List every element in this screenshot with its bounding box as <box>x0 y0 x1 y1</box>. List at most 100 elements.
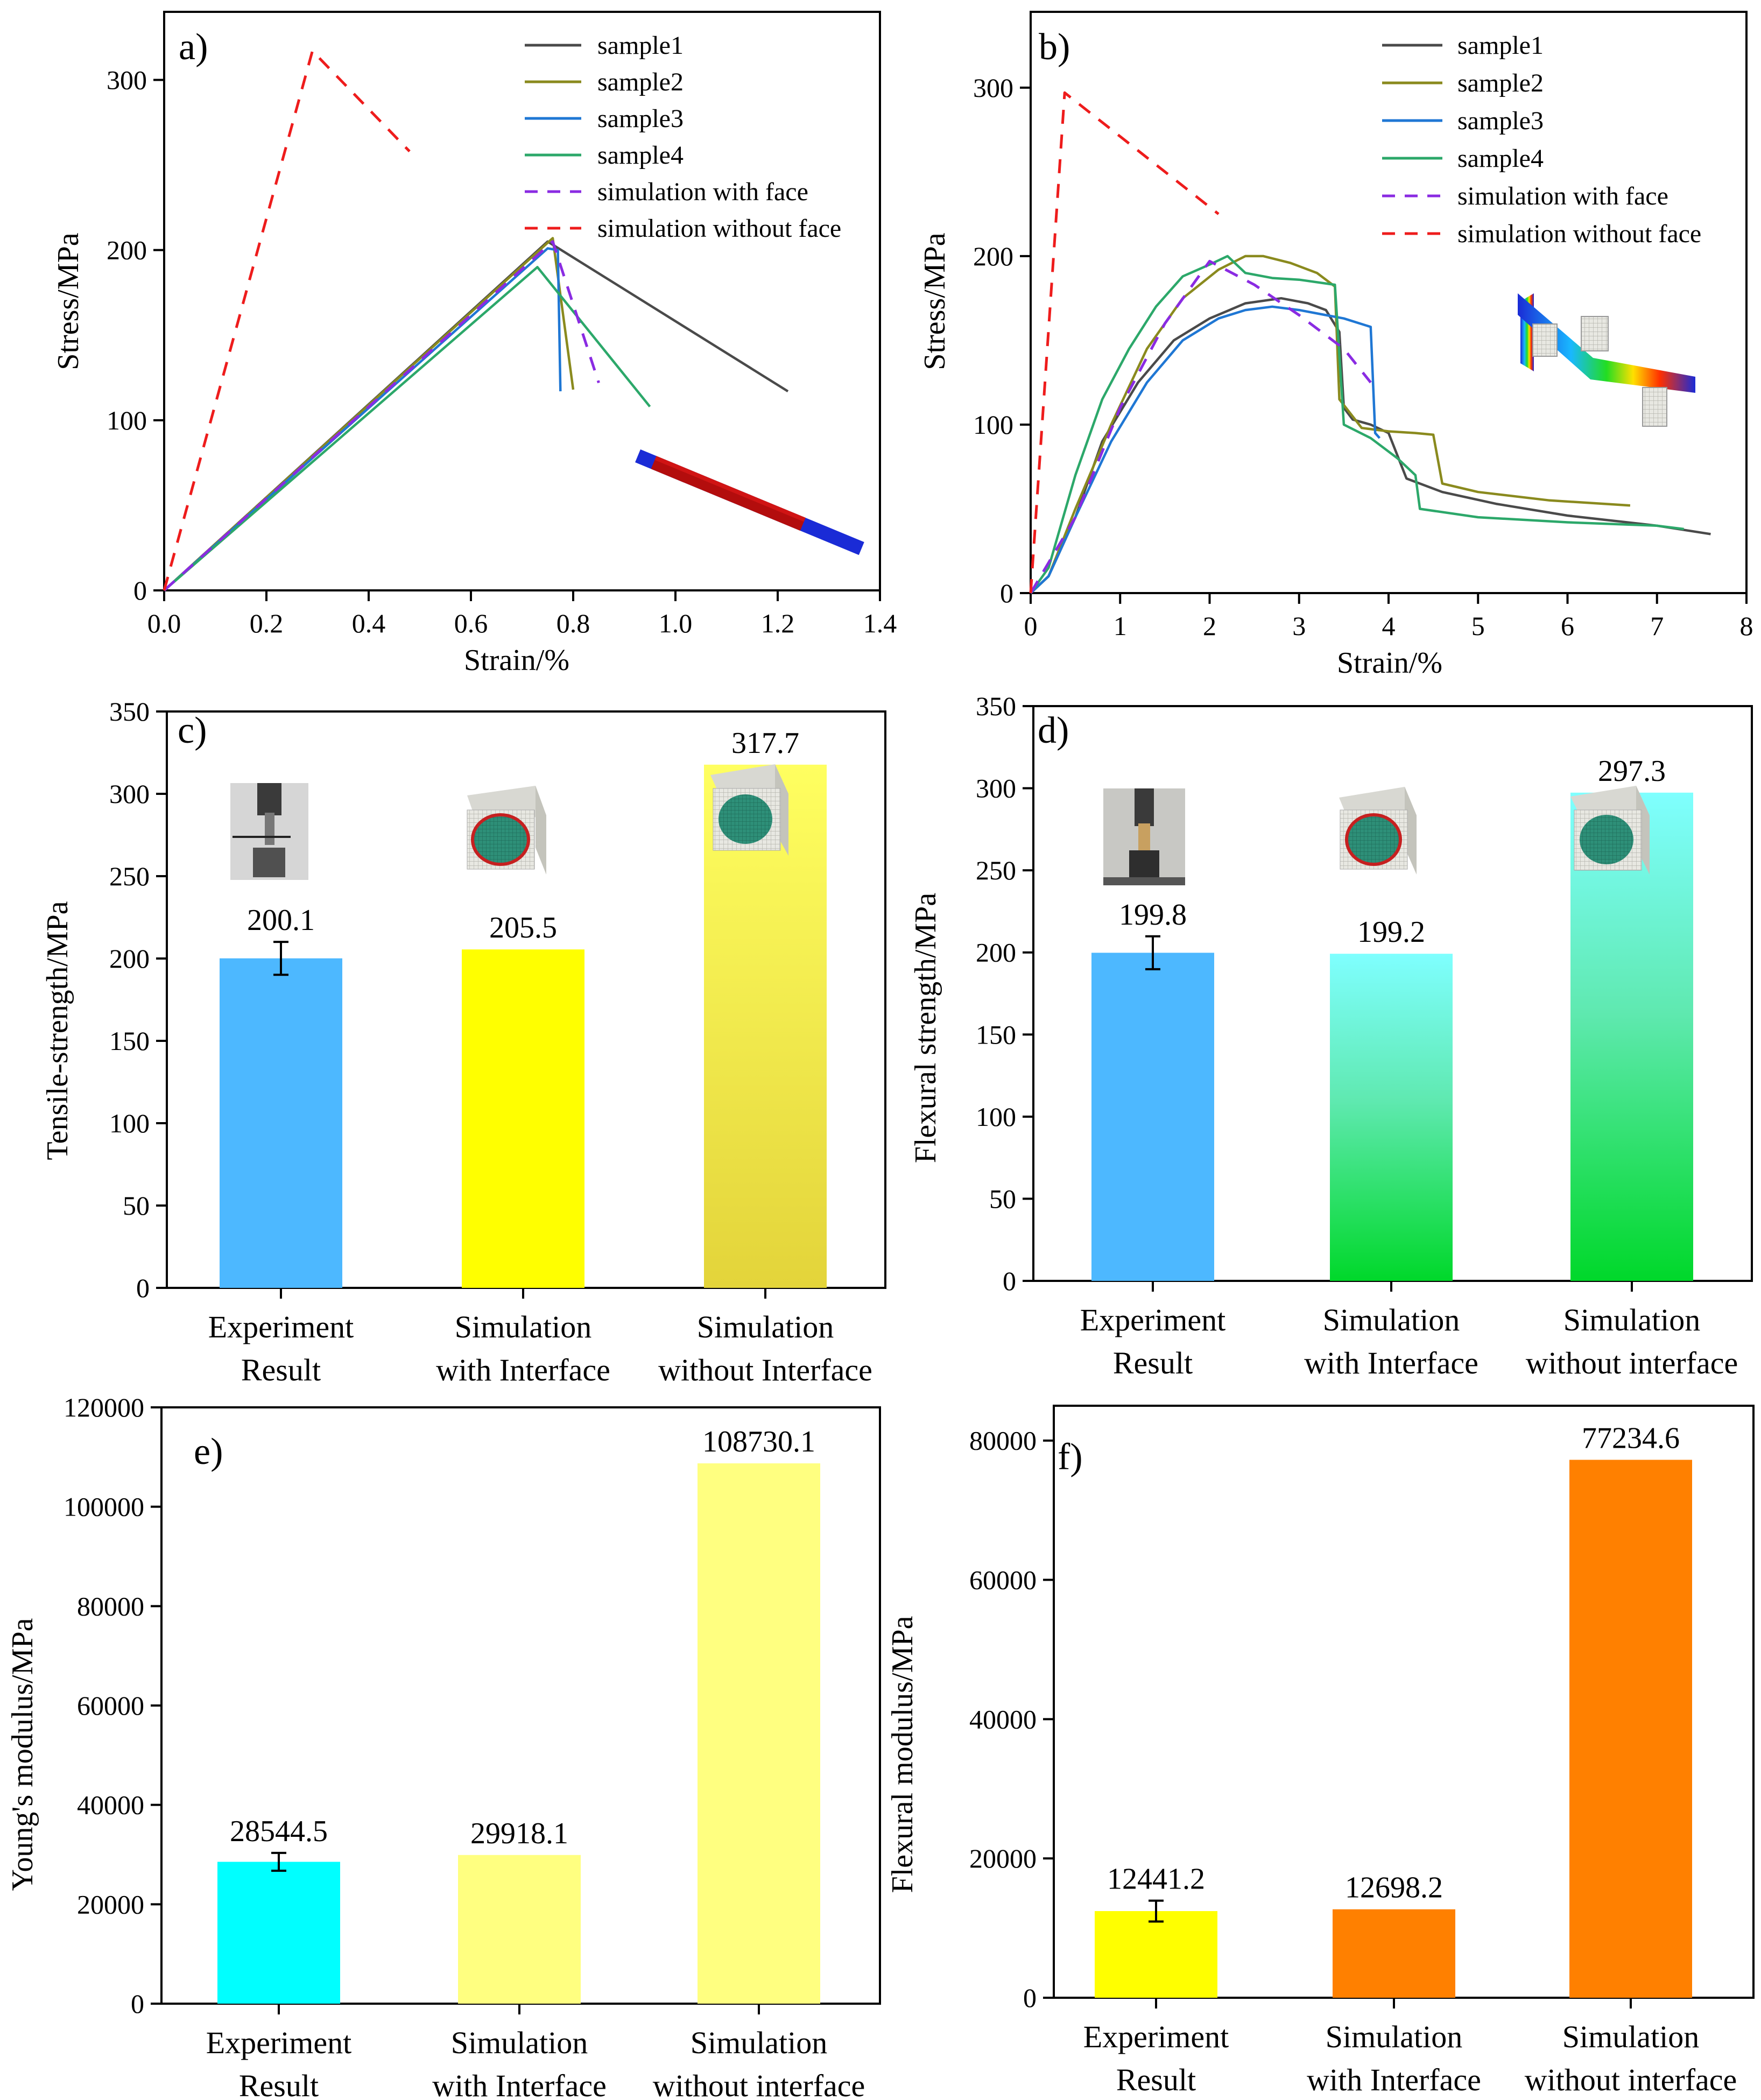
y-tick-label: 0 <box>1023 1983 1037 2013</box>
panel-a-series <box>163 50 789 591</box>
y-tick-label: 60000 <box>969 1565 1037 1595</box>
panel-d-bars: 199.8 199.2 297.3 <box>1091 755 1693 1281</box>
category-label: without Interface <box>658 1352 872 1387</box>
bar <box>1333 1909 1455 1998</box>
bar <box>698 1463 820 2004</box>
panel-d-tag: d) <box>1038 710 1069 751</box>
series-line-simulation-without-face <box>1029 91 1220 594</box>
panel-a-y-label: Stress/MPa <box>52 232 85 370</box>
x-tick-label: 0.6 <box>454 608 488 638</box>
panel-b-x-label: Strain/% <box>1337 646 1442 680</box>
y-tick-label: 300 <box>973 73 1013 103</box>
legend-label: sample4 <box>597 141 684 170</box>
panel-c-bars: 200.1 205.5 317.7 <box>220 727 827 1288</box>
tensile-test-photo <box>230 783 308 880</box>
series-line-sample3 <box>1030 305 1381 594</box>
panel-e-youngs-modulus: 0 20000 40000 60000 80000 100000 120000 28544.… <box>6 1392 881 2100</box>
y-tick-label: 250 <box>976 855 1016 885</box>
y-tick-label: 120000 <box>64 1392 144 1422</box>
legend-label: sample3 <box>1457 107 1544 135</box>
y-tick-label: 200 <box>107 235 147 265</box>
legend-label: sample3 <box>597 104 684 133</box>
y-tick-label: 100 <box>109 1108 150 1138</box>
panel-f-flexural-modulus: 0 20000 40000 60000 80000 12441.2 12698.2 7723… <box>886 1405 1755 2097</box>
y-tick-label: 0 <box>1000 578 1013 608</box>
x-tick-label: 0.4 <box>352 608 386 638</box>
panel-a-x-label: Strain/% <box>464 644 569 677</box>
panel-a-tag: a) <box>179 26 208 68</box>
legend-label: simulation without face <box>1457 220 1701 248</box>
bar <box>217 1862 340 2004</box>
y-tick-label: 200 <box>976 938 1016 968</box>
y-tick-label: 300 <box>976 773 1016 804</box>
panel-e-categories: Experiment Result Simulation with Interface… <box>206 2004 865 2100</box>
series-line-sample4 <box>1030 255 1684 594</box>
x-tick-label: 2 <box>1203 611 1216 641</box>
y-tick-label: 0 <box>1003 1266 1016 1296</box>
x-tick-label: 0.2 <box>250 608 284 638</box>
legend-label: simulation with face <box>1457 182 1668 210</box>
legend-label: simulation without face <box>597 214 841 243</box>
bar-value-label: 317.7 <box>731 727 799 760</box>
panel-c-y-ticks: 0 50 100 150 200 250 300 350 <box>109 696 167 1303</box>
panel-b-y-label: Stress/MPa <box>918 232 952 370</box>
panel-d-flexural-strength: 0 50 100 150 200 250 300 350 199.8 199.2 297.3 Ex… <box>909 691 1753 1380</box>
category-label: Result <box>241 1352 321 1387</box>
panel-b-y-ticks: 0 100 200 300 <box>973 73 1031 608</box>
series-line-simulation-with-face <box>163 240 600 591</box>
plot-frame <box>1030 11 1748 594</box>
x-tick-label: 1.2 <box>761 608 795 638</box>
y-tick-label: 0 <box>136 1273 150 1303</box>
x-tick-label: 5 <box>1471 611 1485 641</box>
panel-a-legend: sample1 sample2 sample3 sample4 simulation w… <box>525 31 841 243</box>
panel-a-y-ticks: 0 100 200 300 <box>107 65 164 605</box>
y-tick-label: 0 <box>133 575 147 605</box>
category-label: Simulation <box>451 2025 588 2060</box>
x-tick-label: 3 <box>1292 611 1306 641</box>
panel-d-y-ticks: 0 50 100 150 200 250 300 350 <box>976 691 1033 1296</box>
panel-b-series <box>1029 91 1711 594</box>
y-tick-label: 100000 <box>64 1492 144 1522</box>
cube-model-without-interface-d <box>1570 786 1650 875</box>
panel-e-y-label: Young's modulus/MPa <box>6 1618 39 1891</box>
bar-value-label: 12441.2 <box>1107 1863 1205 1896</box>
category-label: Experiment <box>206 2025 352 2060</box>
panel-f-tag: f) <box>1058 1436 1083 1478</box>
category-label: without interface <box>1525 2062 1737 2097</box>
panel-f-y-ticks: 0 20000 40000 60000 80000 <box>969 1426 1054 2013</box>
x-tick-label: 0.0 <box>147 608 181 638</box>
y-tick-label: 300 <box>107 65 147 95</box>
flexural-test-photo <box>1103 788 1185 885</box>
x-tick-label: 1.0 <box>659 608 693 638</box>
bar <box>1330 954 1453 1281</box>
panel-a-tensile-curves: 0.0 0.2 0.4 0.6 0.8 1.0 1.2 1.4 0 100 200 300 samp… <box>52 11 897 677</box>
plot-frame <box>163 11 881 591</box>
y-tick-label: 50 <box>989 1183 1016 1214</box>
tensile-specimen-image <box>635 449 864 555</box>
category-label: Simulation <box>1323 1302 1460 1337</box>
category-label: without interface <box>1526 1345 1738 1380</box>
legend-label: sample2 <box>597 68 684 96</box>
y-tick-label: 250 <box>109 861 150 891</box>
x-tick-label: 0.8 <box>557 608 590 638</box>
category-label: with Interface <box>432 2068 607 2100</box>
y-tick-label: 150 <box>976 1019 1016 1049</box>
bar-value-label: 77234.6 <box>1582 1421 1680 1455</box>
x-tick-label: 8 <box>1740 611 1753 641</box>
legend-label: simulation with face <box>597 178 808 206</box>
category-label: Result <box>1116 2062 1196 2097</box>
y-tick-label: 350 <box>976 691 1016 721</box>
category-label: Result <box>1113 1345 1193 1380</box>
bar <box>1570 792 1693 1281</box>
y-tick-label: 80000 <box>969 1426 1037 1456</box>
panel-b-axes <box>1030 11 1748 594</box>
bar-value-label: 199.8 <box>1119 898 1187 932</box>
legend-label: sample1 <box>1457 31 1544 60</box>
category-label: with Interface <box>1304 1345 1478 1380</box>
panel-a-x-ticks: 0.0 0.2 0.4 0.6 0.8 1.0 1.2 1.4 <box>147 590 897 638</box>
category-label: Simulation <box>1326 2019 1463 2054</box>
y-tick-label: 80000 <box>77 1591 144 1621</box>
series-line-simulation-without-face <box>163 50 411 591</box>
y-tick-label: 20000 <box>77 1889 144 1919</box>
